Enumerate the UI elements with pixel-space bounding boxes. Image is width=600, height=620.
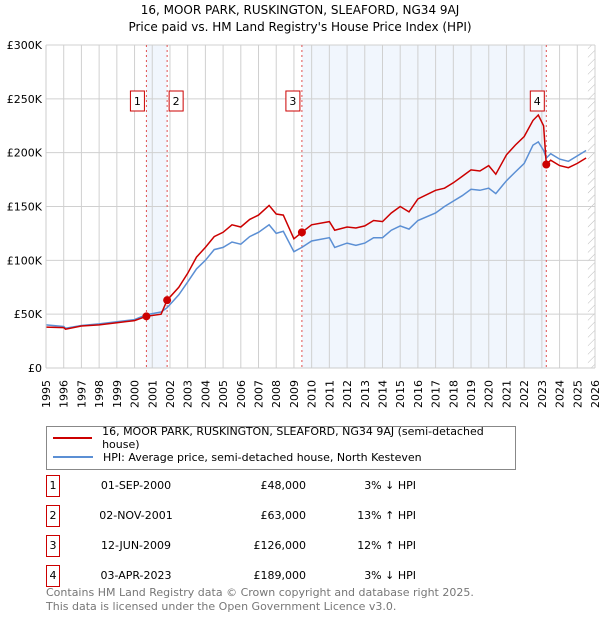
x-tick-label: 2008 — [270, 380, 283, 408]
sale-number: 1 — [46, 475, 60, 497]
sale-hpi-diff: 12% ↑ HPI — [357, 539, 416, 552]
x-tick-label: 2025 — [571, 380, 584, 408]
sale-row: 2 02-NOV-2001 £63,000 13% ↑ HPI — [46, 505, 466, 527]
x-tick-label: 2017 — [430, 380, 443, 408]
legend-swatch-blue — [53, 456, 93, 458]
legend-label: 16, MOOR PARK, RUSKINGTON, SLEAFORD, NG3… — [102, 425, 484, 451]
x-tick-label: 2012 — [341, 380, 354, 408]
x-tick-label: 2021 — [500, 380, 513, 408]
x-tick-label: 2020 — [483, 380, 496, 408]
x-tick-label: 2022 — [518, 380, 531, 408]
sale-row: 1 01-SEP-2000 £48,000 3% ↓ HPI — [46, 475, 466, 497]
sale-label-box: 4 — [529, 90, 545, 112]
chart-subtitle: Price paid vs. HM Land Registry's House … — [128, 20, 471, 34]
sale-hpi-diff: 3% ↓ HPI — [364, 569, 416, 582]
sale-date: 12-JUN-2009 — [100, 539, 172, 552]
sale-price: £126,000 — [253, 539, 307, 552]
sale-label-border — [285, 90, 301, 112]
x-tick-label: 2014 — [376, 380, 389, 408]
x-tick-label: 2001 — [146, 380, 159, 408]
sale-label-border — [129, 90, 145, 112]
x-tick-label: 2015 — [394, 380, 407, 408]
y-tick-label: £50K — [14, 308, 43, 321]
sale-point — [163, 296, 172, 305]
sale-label-border — [168, 90, 184, 112]
x-tick-label: 2006 — [235, 380, 248, 408]
x-tick-label: 2026 — [589, 380, 600, 408]
legend-item-property: 16, MOOR PARK, RUSKINGTON, SLEAFORD, NG3… — [47, 425, 515, 451]
sale-number: 3 — [46, 535, 60, 557]
sale-point — [542, 160, 551, 169]
sale-label-number: 1 — [134, 95, 141, 108]
sale-price: £48,000 — [260, 479, 307, 492]
sale-row: 4 03-APR-2023 £189,000 3% ↓ HPI — [46, 565, 466, 587]
footer-licence: This data is licensed under the Open Gov… — [46, 600, 397, 613]
price-chart: 16, MOOR PARK, RUSKINGTON, SLEAFORD, NG3… — [7, 3, 600, 408]
sale-label-number: 2 — [173, 95, 180, 108]
y-tick-label: £0 — [28, 362, 42, 375]
sale-number: 4 — [46, 565, 60, 587]
x-tick-label: 2009 — [288, 380, 301, 408]
sale-row: 3 12-JUN-2009 £126,000 12% ↑ HPI — [46, 535, 466, 557]
footer: Contains HM Land Registry data © Crown c… — [46, 586, 474, 614]
series-line — [45, 113, 587, 331]
x-tick-label: 1997 — [75, 380, 88, 408]
sale-hpi-diff: 13% ↑ HPI — [357, 509, 416, 522]
x-tick-label: 1995 — [40, 380, 53, 408]
x-tick-label: 2011 — [323, 380, 336, 408]
x-tick-label: 2005 — [217, 380, 230, 408]
y-tick-label: £250K — [7, 93, 43, 106]
x-tick-label: 2003 — [182, 380, 195, 408]
x-tick-label: 2018 — [447, 380, 460, 408]
sale-date: 02-NOV-2001 — [99, 509, 173, 522]
sale-label-box: 3 — [285, 90, 301, 112]
sale-label-number: 3 — [289, 95, 296, 108]
sale-number: 2 — [46, 505, 60, 527]
footer-copyright: Contains HM Land Registry data © Crown c… — [46, 586, 474, 599]
legend: 16, MOOR PARK, RUSKINGTON, SLEAFORD, NG3… — [46, 425, 516, 470]
x-tick-label: 2004 — [199, 380, 212, 408]
y-tick-label: £100K — [7, 254, 43, 267]
x-tick-label: 1996 — [58, 380, 71, 408]
y-tick-label: £200K — [7, 147, 43, 160]
series-line — [45, 140, 587, 330]
x-tick-label: 2000 — [129, 380, 142, 408]
x-tick-label: 1999 — [111, 380, 124, 408]
x-tick-label: 2024 — [554, 380, 567, 408]
sale-label-border — [529, 90, 545, 112]
x-tick-label: 2013 — [359, 380, 372, 408]
legend-swatch-red — [53, 437, 93, 439]
sale-price: £63,000 — [260, 509, 307, 522]
sale-point — [297, 228, 306, 237]
x-tick-label: 2002 — [164, 380, 177, 408]
x-tick-label: 2023 — [536, 380, 549, 408]
x-tick-label: 2007 — [253, 380, 266, 408]
sale-date: 03-APR-2023 — [100, 569, 172, 582]
sale-label-number: 4 — [534, 95, 541, 108]
y-tick-label: £150K — [7, 201, 43, 214]
sale-label-box: 1 — [129, 90, 145, 112]
sale-price: £189,000 — [253, 569, 307, 582]
chart-title: 16, MOOR PARK, RUSKINGTON, SLEAFORD, NG3… — [141, 3, 460, 17]
sale-date: 01-SEP-2000 — [100, 479, 172, 492]
x-tick-label: 2016 — [412, 380, 425, 408]
x-tick-label: 1998 — [93, 380, 106, 408]
y-tick-label: £300K — [7, 39, 43, 52]
legend-item-hpi: HPI: Average price, semi-detached house,… — [47, 448, 422, 466]
legend-label: HPI: Average price, semi-detached house,… — [103, 450, 422, 464]
sale-point — [142, 312, 151, 321]
x-tick-label: 2019 — [465, 380, 478, 408]
x-tick-label: 2010 — [306, 380, 319, 408]
sale-hpi-diff: 3% ↓ HPI — [364, 479, 416, 492]
sale-label-box: 2 — [168, 90, 184, 112]
